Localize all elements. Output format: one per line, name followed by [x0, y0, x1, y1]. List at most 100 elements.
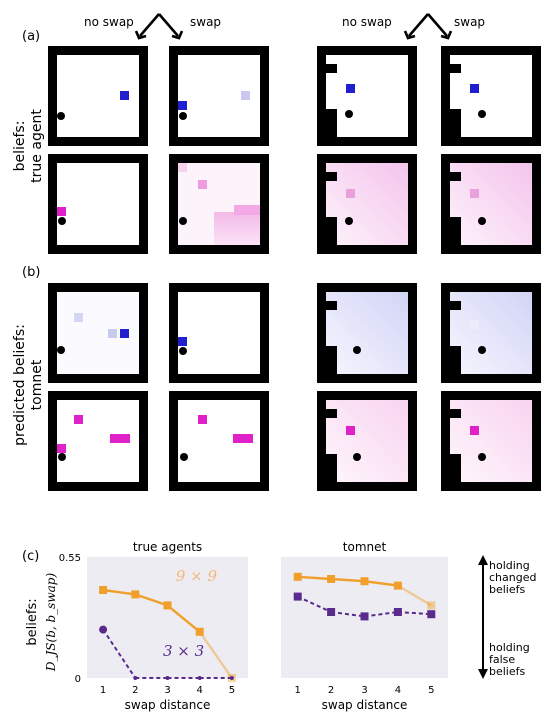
- magenta-goal-marker: [110, 434, 130, 443]
- data-point: [427, 610, 436, 619]
- agent-marker: [179, 347, 187, 355]
- magenta-goal-marker: [233, 434, 253, 443]
- blue-goal-marker: [470, 84, 479, 93]
- magenta-goal-marker: [57, 444, 66, 453]
- series-line-segment: [134, 593, 168, 607]
- agent-marker: [478, 110, 486, 118]
- y-tick-label: 0: [75, 674, 81, 685]
- series-line-segment: [397, 611, 432, 616]
- note-top-line2: changed: [489, 571, 536, 584]
- data-point: [197, 676, 202, 680]
- agent-marker: [478, 346, 486, 354]
- swap-arrow-left-icon: [134, 13, 184, 40]
- agent-marker: [179, 217, 187, 225]
- magenta-goal-marker: [57, 207, 66, 216]
- series-label: 9 × 9: [176, 567, 218, 585]
- magenta-goal-marker: [198, 180, 207, 189]
- note-bottom-line1: holding: [489, 641, 530, 654]
- x-tick-label: 4: [395, 685, 401, 696]
- grid-cell-a7: [317, 154, 417, 254]
- ylabel-a-line1: beliefs:: [12, 121, 28, 172]
- x-axis-label: swap distance: [322, 698, 408, 712]
- grid-cell-b1: [48, 283, 148, 383]
- data-point: [427, 601, 436, 610]
- data-point: [133, 676, 138, 680]
- grid-cell-a8: [441, 154, 541, 254]
- data-point: [229, 676, 234, 680]
- header-swap-right: swap: [454, 15, 485, 29]
- agent-marker: [179, 112, 187, 120]
- grid-cell-b2: [169, 283, 269, 383]
- magenta-goal-marker: [198, 415, 207, 424]
- x-tick-label: 5: [229, 685, 235, 696]
- series-line-segment: [166, 604, 201, 633]
- data-point: [360, 612, 369, 621]
- plot-area: [87, 557, 248, 678]
- agent-marker: [353, 453, 361, 461]
- chart-title: tomnet: [343, 540, 387, 554]
- agent-marker: [57, 112, 65, 120]
- series-line-segment: [364, 611, 399, 618]
- ylabel-c-line2: D_JS(b, b_swap): [44, 573, 58, 673]
- magenta-goal-marker: [346, 189, 355, 198]
- agent-marker: [345, 217, 353, 225]
- ylabel-b-line1: predicted beliefs:: [12, 324, 28, 446]
- note-top-line1: holding: [489, 559, 530, 572]
- ylabel-c-line1: beliefs:: [25, 598, 40, 645]
- x-tick-label: 2: [328, 685, 334, 696]
- agent-marker: [58, 217, 66, 225]
- x-tick-label: 3: [361, 685, 367, 696]
- y-tick-label: 0.55: [59, 553, 81, 564]
- x-tick-label: 4: [197, 685, 203, 696]
- series-line-segment: [397, 584, 432, 607]
- data-point: [360, 577, 369, 586]
- series-line-segment: [102, 629, 137, 679]
- header-swap-left: swap: [190, 15, 221, 29]
- blue-goal-marker: [346, 84, 355, 93]
- x-tick-label: 2: [132, 685, 138, 696]
- chart-true-agents: true agents 1 2 3 4 5 swap distance 0 0.55 9 × 9 3…: [59, 540, 248, 712]
- series-line-segment: [198, 631, 233, 679]
- data-point: [99, 586, 108, 594]
- data-point: [327, 575, 336, 583]
- header-no-swap-left: no swap: [84, 15, 134, 29]
- swap-arrow-right-icon: [403, 13, 453, 40]
- x-tick-label: 5: [428, 685, 434, 696]
- series-line-segment: [330, 611, 365, 618]
- header-no-swap-right: no swap: [342, 15, 392, 29]
- ylabel-a: beliefs: true agent: [12, 109, 45, 183]
- magenta-goal-marker: [470, 426, 479, 435]
- grid-cell-b3: [317, 283, 417, 383]
- agent-marker: [345, 110, 353, 118]
- grid-cell-b4: [441, 283, 541, 383]
- series-line-segment: [331, 577, 365, 583]
- agent-marker: [180, 453, 188, 461]
- data-point: [393, 608, 402, 616]
- panel-c-label: (c): [22, 549, 39, 564]
- agent-marker: [478, 453, 486, 461]
- data-point: [195, 627, 204, 636]
- note-top-line3: beliefs: [489, 583, 526, 596]
- series-line-segment: [102, 588, 136, 596]
- data-point: [99, 625, 108, 634]
- ylabel-b-line2: tomnet: [29, 359, 45, 410]
- data-point: [293, 592, 302, 601]
- panel-a-label: (a): [22, 29, 40, 44]
- data-point: [293, 572, 302, 581]
- grid-cell-b7: [317, 391, 417, 491]
- series-line-segment: [297, 595, 332, 613]
- grid-cell-a4: [441, 46, 541, 146]
- data-point: [163, 601, 172, 610]
- chart-tomnet: tomnet 1 2 3 4 5 swap distance: [281, 540, 448, 712]
- agent-marker: [57, 346, 65, 354]
- data-point: [165, 676, 170, 680]
- grid-cell-b6: [169, 391, 269, 491]
- magenta-goal-marker: [74, 415, 83, 424]
- data-point: [131, 590, 140, 599]
- data-point: [327, 608, 336, 616]
- double-arrow-icon: [478, 555, 488, 679]
- grid-cell-a6: [169, 154, 269, 254]
- blue-ghost-marker: [346, 320, 355, 329]
- x-tick-label: 3: [164, 685, 170, 696]
